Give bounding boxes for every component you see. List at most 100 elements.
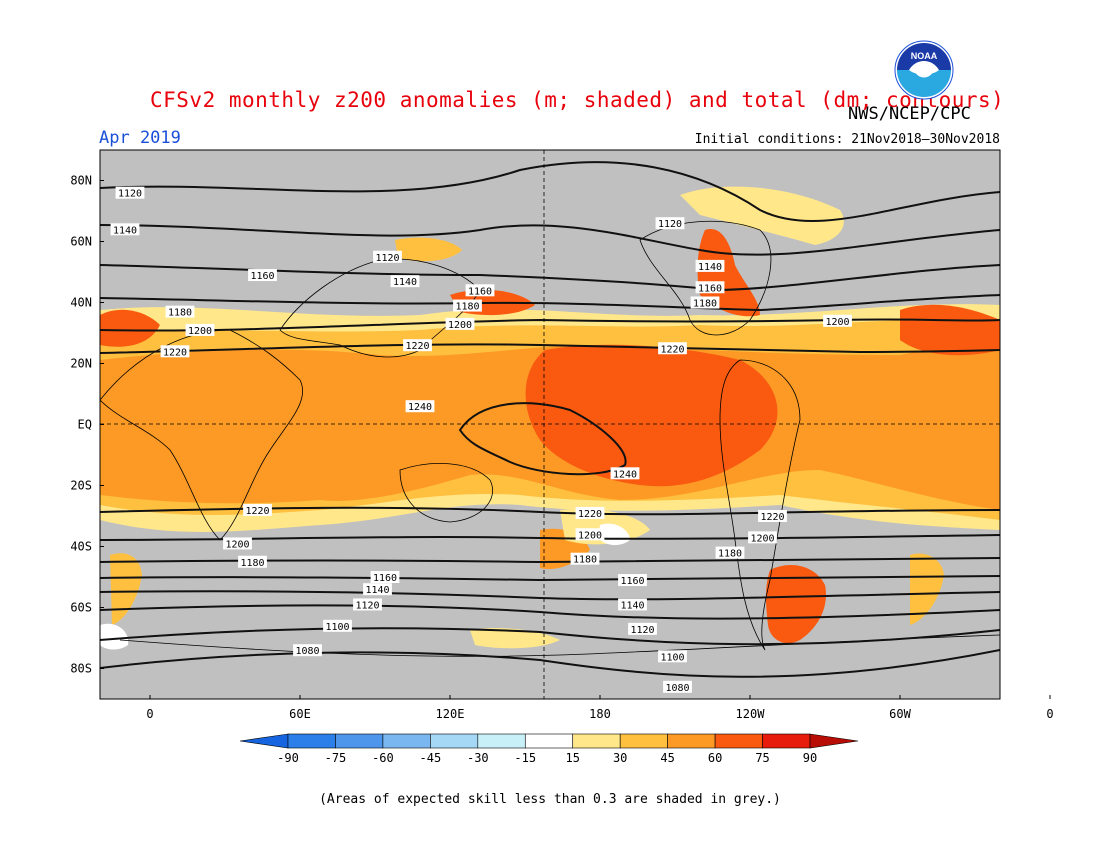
colorbar-swatch [287, 733, 336, 749]
lon-label: 0 [1046, 707, 1053, 721]
svg-text:1100: 1100 [325, 622, 349, 633]
colorbar-label: 15 [566, 751, 580, 765]
contour-label: 1180 [165, 305, 195, 319]
anomaly-hotspot-nw-africa [100, 309, 160, 347]
contour-1160-sh [100, 575, 1000, 582]
lat-label: 40S [70, 540, 92, 554]
contour-label: 1200 [823, 314, 852, 328]
lon-label: 0 [146, 707, 153, 721]
anomaly-band-60-75 [525, 344, 778, 487]
colorbar-swatch [667, 733, 716, 749]
contour-label: 1200 [445, 317, 475, 331]
svg-text:1140: 1140 [620, 600, 644, 611]
colorbar-low-arrow [239, 733, 289, 749]
anomaly-hotspot-north-america [697, 229, 760, 317]
svg-text:1180: 1180 [693, 299, 717, 310]
contour-label: 1200 [575, 528, 605, 541]
svg-text:1120: 1120 [630, 625, 654, 636]
svg-text:1120: 1120 [375, 253, 399, 264]
contour-label: 1160 [618, 574, 647, 587]
anomaly-south-america-patch [765, 565, 826, 644]
svg-text:1180: 1180 [240, 558, 264, 569]
contour-label: 1080 [663, 680, 692, 694]
contour-label: 1120 [628, 622, 657, 636]
latitude-axis: 80N 60N 40N 20N EQ 20S 40S 60S 80S [70, 174, 104, 676]
contour-label: 1120 [373, 250, 402, 264]
contour-1080-sh [100, 649, 1000, 678]
contour-label: 1160 [370, 571, 400, 584]
colorbar-label: -90 [277, 751, 299, 765]
lat-label: EQ [78, 418, 92, 432]
initial-conditions: Initial conditions: 21Nov2018–30Nov2018 [694, 132, 1000, 147]
contour-label: 1180 [570, 552, 600, 566]
svg-text:1220: 1220 [405, 341, 429, 352]
colorbar-label: -75 [325, 751, 347, 765]
svg-text:1140: 1140 [113, 225, 137, 236]
forecast-period: Apr 2019 [99, 128, 181, 148]
svg-text:1120: 1120 [658, 219, 682, 230]
svg-text:1140: 1140 [698, 262, 722, 273]
svg-text:1160: 1160 [698, 283, 722, 294]
svg-text:1200: 1200 [825, 317, 849, 328]
anomaly-south-atlantic-patch [110, 553, 142, 625]
colorbar-swatch [524, 733, 574, 749]
svg-text:1180: 1180 [718, 549, 742, 560]
colorbar-label: -15 [514, 751, 536, 765]
contour-label: 1140 [390, 275, 420, 288]
longitude-axis: 0 60E 120E 180 120W 60W 0 [146, 695, 1054, 721]
lon-label: 120E [436, 707, 465, 721]
svg-text:1160: 1160 [373, 573, 397, 584]
colorbar-swatch [619, 733, 668, 749]
contour-label: 1180 [238, 555, 267, 569]
anomaly-hotspot-north-atlantic [900, 304, 1000, 356]
contour-1120-sh [100, 604, 1000, 620]
svg-text:1200: 1200 [448, 320, 472, 331]
colorbar-label: -60 [372, 751, 394, 765]
colorbar-swatch [714, 733, 763, 749]
contour-label: 1180 [453, 299, 482, 313]
contour-label: 1220 [658, 342, 687, 355]
lat-label: 20N [70, 357, 92, 371]
contour-label: 1160 [695, 281, 725, 294]
colorbar-swatch [430, 733, 479, 749]
contour-1180-nh [100, 294, 1000, 312]
colorbar-swatch [382, 733, 431, 749]
contour-label: 1100 [323, 619, 352, 633]
contour-label: 1240 [405, 400, 435, 413]
contour-label: 1220 [160, 345, 190, 358]
anomaly-near-zero-patch-2 [100, 623, 129, 650]
lat-label: 60N [70, 235, 92, 249]
contour-label: 1200 [223, 537, 252, 550]
svg-text:1200: 1200 [578, 530, 602, 541]
svg-text:1220: 1220 [578, 509, 602, 520]
lat-label: 80S [70, 662, 92, 676]
lat-label: 80N [70, 174, 92, 188]
contour-label: 1100 [658, 650, 687, 663]
contour-label: 1140 [110, 223, 140, 236]
svg-text:1240: 1240 [613, 469, 637, 480]
contour-1120-nh [100, 161, 1000, 222]
contour-label: 1220 [243, 503, 272, 517]
svg-text:1100: 1100 [660, 652, 684, 663]
contour-label: 1180 [715, 546, 745, 560]
contour-label: 1200 [185, 323, 215, 337]
lon-label: 120W [736, 707, 766, 721]
lon-label: 60W [889, 707, 911, 721]
colorbar-swatch [335, 733, 384, 749]
colorbar-label: 75 [755, 751, 769, 765]
noaa-logo-icon: NOAA [894, 40, 954, 100]
svg-text:1220: 1220 [760, 512, 784, 523]
svg-text:1180: 1180 [573, 555, 597, 566]
contour-label: 1120 [655, 217, 685, 230]
contour-labels: 1120114011201160114011801200122011601180… [110, 186, 852, 694]
svg-text:1120: 1120 [118, 189, 142, 200]
svg-text:1160: 1160 [468, 286, 492, 297]
contour-1140-sh [100, 590, 1000, 601]
colorbar-swatch [572, 733, 621, 749]
svg-text:1140: 1140 [365, 585, 389, 596]
svg-text:1140: 1140 [393, 277, 417, 288]
colorbar-label: 30 [613, 751, 627, 765]
lon-label: 60E [289, 707, 311, 721]
lon-label: 180 [589, 707, 611, 721]
